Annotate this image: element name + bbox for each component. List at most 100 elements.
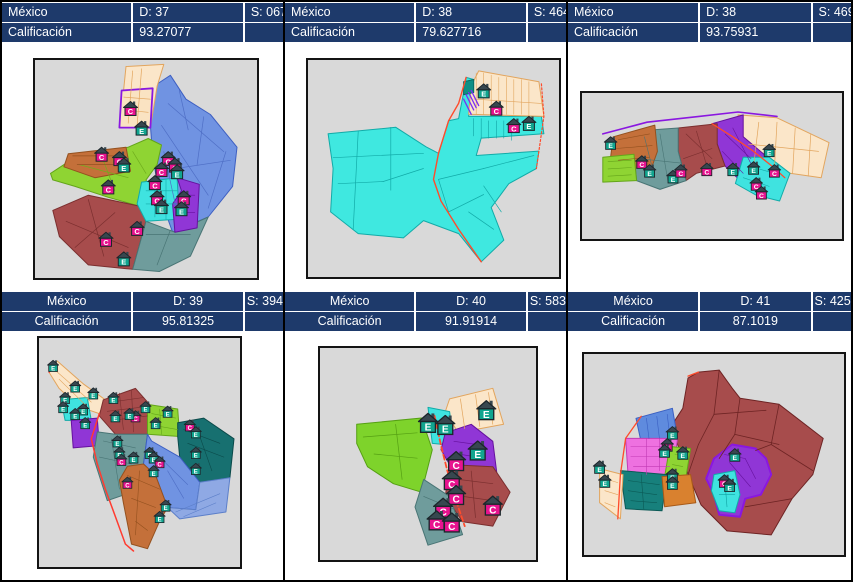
region-label: México — [568, 3, 699, 22]
section-label: S: 5837 — [527, 292, 566, 311]
svg-text:C: C — [125, 483, 130, 489]
panel-2-header: México D: 38 S: 4643 Calificación 79.627… — [285, 2, 566, 42]
section-label: S: 3947 — [244, 292, 283, 311]
header-row-score: Calificación 93.75931 — [568, 23, 851, 42]
header-row-info: México D: 40 S: 5837 — [285, 292, 566, 311]
panel-2: México D: 38 S: 4643 Calificación 79.627… — [285, 2, 568, 291]
svg-text:E: E — [670, 433, 675, 440]
header-row-score: Calificación 93.27077 — [2, 23, 283, 42]
svg-text:E: E — [73, 387, 77, 393]
svg-text:C: C — [152, 181, 158, 190]
panel-5: México D: 40 S: 5837 Calificación 91.919… — [285, 291, 568, 580]
svg-text:C: C — [448, 522, 456, 533]
score-value: 93.27077 — [133, 23, 243, 42]
panel-4-header: México D: 39 S: 3947 Calificación 95.813… — [2, 291, 283, 331]
svg-text:E: E — [608, 143, 613, 150]
svg-text:E: E — [442, 425, 449, 436]
svg-text:E: E — [194, 469, 198, 475]
svg-text:E: E — [166, 412, 170, 418]
svg-text:C: C — [134, 227, 140, 236]
svg-text:E: E — [51, 366, 55, 372]
svg-text:C: C — [181, 197, 187, 206]
svg-text:E: E — [154, 424, 158, 430]
svg-text:E: E — [139, 127, 144, 136]
svg-text:E: E — [727, 485, 732, 492]
svg-text:C: C — [489, 505, 497, 516]
svg-text:E: E — [194, 433, 198, 439]
svg-text:E: E — [425, 423, 432, 434]
svg-text:C: C — [678, 171, 683, 178]
map-thumbnail-1: CECCECCECCCCECECCE — [33, 58, 259, 280]
svg-text:E: E — [121, 258, 126, 267]
svg-text:E: E — [733, 455, 738, 462]
empty-cell — [244, 312, 283, 331]
header-row-info: México D: 38 S: 4695 — [568, 3, 851, 22]
svg-text:E: E — [194, 453, 198, 459]
svg-text:C: C — [99, 153, 105, 162]
district-label: D: 37 — [133, 3, 243, 22]
section-label: S: 0671 — [244, 3, 283, 22]
empty-cell — [812, 23, 851, 42]
svg-text:C: C — [452, 495, 460, 506]
empty-cell — [244, 23, 283, 42]
panel-4: México D: 39 S: 3947 Calificación 95.813… — [2, 291, 285, 580]
svg-text:E: E — [83, 424, 87, 430]
score-value: 79.627716 — [416, 23, 526, 42]
panel-5-header: México D: 40 S: 5837 Calificación 91.919… — [285, 291, 566, 331]
svg-text:E: E — [91, 394, 95, 400]
region-label: México — [285, 292, 415, 311]
svg-text:E: E — [481, 90, 486, 99]
svg-text:E: E — [731, 169, 736, 176]
svg-text:C: C — [452, 461, 460, 472]
svg-text:E: E — [158, 518, 162, 524]
empty-cell — [812, 312, 851, 331]
svg-text:E: E — [73, 415, 77, 421]
svg-text:E: E — [662, 451, 667, 458]
svg-text:E: E — [751, 168, 756, 175]
svg-text:E: E — [647, 171, 652, 178]
district-label: D: 38 — [416, 3, 526, 22]
svg-text:E: E — [603, 481, 608, 488]
panel-6-header: México D: 41 S: 4251 Calificación 87.101… — [568, 291, 851, 331]
score-value: 91.91914 — [416, 312, 526, 331]
svg-text:E: E — [143, 408, 147, 414]
score-value: 93.75931 — [700, 23, 811, 42]
score-value: 87.1019 — [700, 312, 811, 331]
svg-text:E: E — [597, 467, 602, 474]
district-label: D: 38 — [700, 3, 811, 22]
district-label: D: 41 — [700, 292, 811, 311]
svg-text:E: E — [179, 207, 184, 216]
svg-text:E: E — [81, 410, 85, 416]
score-label: Calificación — [2, 23, 132, 42]
map-area-4: EEEEEEEEEECEEEECEEEECEECECEEEE — [2, 331, 283, 580]
map-area-6: ECEEEEEEECE — [568, 331, 851, 580]
svg-text:C: C — [157, 463, 162, 469]
header-row-score: Calificación 95.81325 — [2, 312, 283, 331]
svg-text:E: E — [111, 398, 115, 404]
header-row-info: México D: 37 S: 0671 — [2, 3, 283, 22]
svg-text:E: E — [127, 415, 131, 421]
panel-1-header: México D: 37 S: 0671 Calificación 93.270… — [2, 2, 283, 42]
svg-text:C: C — [159, 168, 165, 177]
svg-text:C: C — [188, 426, 193, 432]
empty-cell — [527, 312, 566, 331]
header-row-score: Calificación 87.1019 — [568, 312, 851, 331]
svg-text:E: E — [152, 472, 156, 478]
svg-text:C: C — [439, 507, 447, 518]
svg-text:E: E — [526, 122, 531, 131]
svg-text:C: C — [754, 184, 759, 191]
panel-3: México D: 38 S: 4695 Calificación 93.759… — [568, 2, 851, 291]
svg-text:C: C — [494, 107, 500, 116]
header-row-info: México D: 41 S: 4251 — [568, 292, 851, 311]
svg-text:C: C — [119, 460, 124, 466]
panel-6: México D: 41 S: 4251 Calificación 87.101… — [568, 291, 851, 580]
header-row-info: México D: 38 S: 4643 — [285, 3, 566, 22]
svg-text:E: E — [681, 453, 686, 460]
map-thumbnail-6: ECEEEEEEECE — [582, 352, 846, 557]
header-row-info: México D: 39 S: 3947 — [2, 292, 283, 311]
score-label: Calificación — [568, 23, 699, 42]
